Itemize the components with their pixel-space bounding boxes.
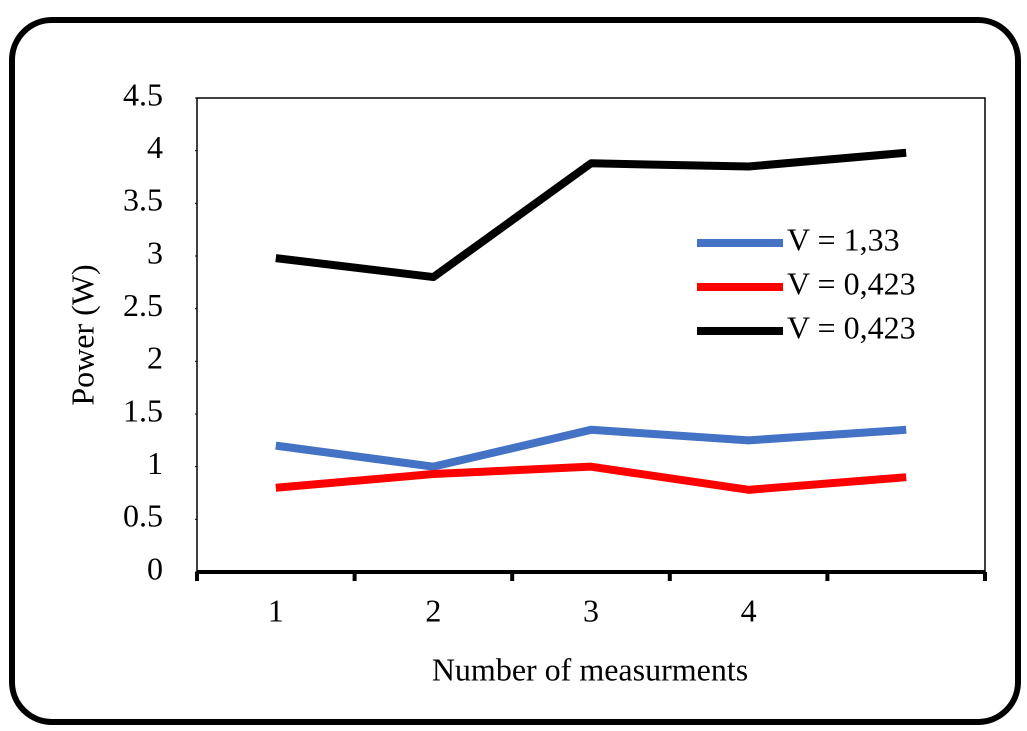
series-line	[275, 462, 907, 494]
y-tick-label: 4	[147, 129, 163, 165]
x-tick-label: 4	[741, 592, 757, 628]
legend-label: V = 0,423	[787, 309, 916, 345]
series-line	[275, 148, 907, 282]
x-axis-label: Number of measurments	[432, 651, 748, 687]
x-tick-label: 2	[425, 592, 441, 628]
y-axis-label: Power (W)	[64, 264, 100, 405]
y-tick-label: 0.5	[123, 498, 163, 534]
y-tick-label: 4.5	[123, 76, 163, 112]
y-tick-label: 1	[147, 445, 163, 481]
y-tick-label: 2	[147, 340, 163, 376]
x-tick-label: 1	[268, 592, 284, 628]
y-tick-label: 1.5	[123, 392, 163, 428]
legend-label: V = 1,33	[787, 221, 900, 257]
legend-label: V = 0,423	[787, 265, 916, 301]
y-tick-label: 0	[147, 550, 163, 586]
y-tick-label: 3.5	[123, 182, 163, 218]
series-line	[275, 425, 907, 471]
frame	[9, 17, 1021, 725]
y-tick-label: 2.5	[123, 287, 163, 323]
y-tick-label: 3	[147, 234, 163, 270]
x-tick-label: 3	[583, 592, 599, 628]
